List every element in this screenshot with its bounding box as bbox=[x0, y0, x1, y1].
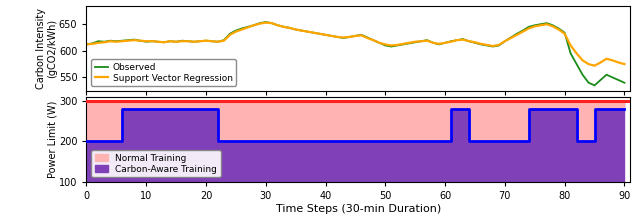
Support Vector Regression bbox=[399, 43, 407, 45]
Line: Observed: Observed bbox=[86, 22, 625, 85]
X-axis label: Time Steps (30-min Duration): Time Steps (30-min Duration) bbox=[276, 204, 441, 214]
Observed bbox=[399, 43, 407, 46]
Y-axis label: Power Limit (W): Power Limit (W) bbox=[47, 101, 58, 178]
Y-axis label: Carbon Intensity
(gCO2/kWh): Carbon Intensity (gCO2/kWh) bbox=[36, 8, 58, 89]
Observed bbox=[262, 21, 269, 23]
Support Vector Regression bbox=[621, 63, 628, 65]
Observed bbox=[148, 40, 156, 43]
Line: Support Vector Regression: Support Vector Regression bbox=[86, 23, 625, 66]
Support Vector Regression bbox=[591, 64, 598, 67]
Observed bbox=[614, 79, 622, 81]
Observed bbox=[83, 43, 90, 46]
Support Vector Regression bbox=[148, 40, 156, 43]
Support Vector Regression bbox=[543, 23, 550, 25]
Support Vector Regression bbox=[262, 21, 269, 24]
Support Vector Regression bbox=[614, 61, 622, 64]
Support Vector Regression bbox=[83, 43, 90, 46]
Observed bbox=[591, 84, 598, 87]
Observed bbox=[208, 40, 216, 43]
Observed bbox=[621, 81, 628, 84]
Support Vector Regression bbox=[208, 40, 216, 43]
Support Vector Regression bbox=[220, 39, 228, 42]
Legend: Normal Training, Carbon-Aware Training: Normal Training, Carbon-Aware Training bbox=[91, 150, 221, 177]
Observed bbox=[220, 39, 228, 41]
Legend: Observed, Support Vector Regression: Observed, Support Vector Regression bbox=[91, 59, 236, 86]
Observed bbox=[543, 22, 550, 25]
